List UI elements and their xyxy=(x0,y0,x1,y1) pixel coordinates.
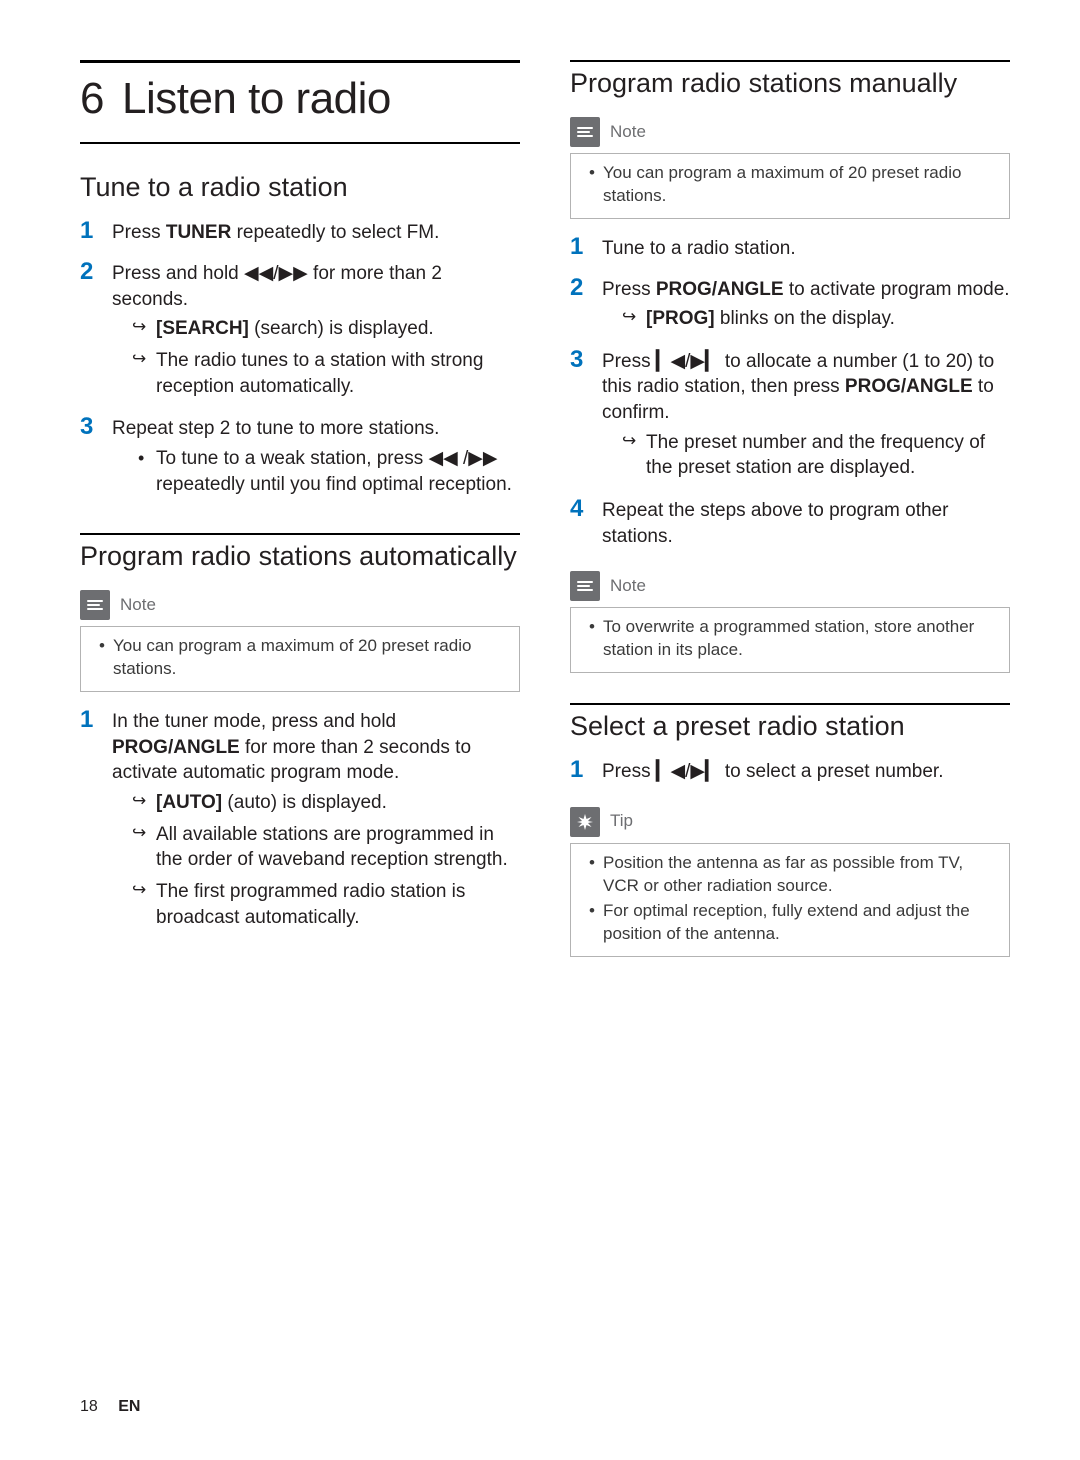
chapter-rule-top xyxy=(80,60,520,63)
step-number: 1 xyxy=(570,756,602,789)
prev-next-icon: ▎◀/▶▎ xyxy=(656,761,720,782)
prev-next-icon: ▎◀/▶▎ xyxy=(656,351,720,372)
bullet-item: To tune to a weak station, press ◀◀ /▶▶ … xyxy=(132,446,520,497)
result-item: [SEARCH] (search) is displayed. xyxy=(132,316,520,342)
result-item: [AUTO] (auto) is displayed. xyxy=(132,790,520,816)
step-number: 3 xyxy=(570,346,602,487)
right-column: Program radio stations manually Note You… xyxy=(570,60,1010,971)
step-number: 2 xyxy=(80,258,112,405)
result-item: The first programmed radio station is br… xyxy=(132,879,520,930)
note-item: You can program a maximum of 20 preset r… xyxy=(589,162,997,208)
step-number: 1 xyxy=(570,233,602,266)
auto-steps: 1 In the tuner mode, press and hold PROG… xyxy=(80,706,520,936)
rew-icon: ◀◀ xyxy=(429,448,458,469)
note-label: Note xyxy=(610,121,646,144)
step-number: 2 xyxy=(570,274,602,338)
chapter-rule-bottom xyxy=(80,142,520,144)
step-body: Press and hold ◀◀/▶▶ for more than 2 sec… xyxy=(112,258,520,405)
note-item: You can program a maximum of 20 preset r… xyxy=(99,635,507,681)
tip-icon xyxy=(570,807,600,837)
step-number: 4 xyxy=(570,495,602,553)
step-number: 3 xyxy=(80,413,112,503)
note-box: To overwrite a programmed station, store… xyxy=(570,607,1010,673)
step-body: In the tuner mode, press and hold PROG/A… xyxy=(112,706,520,936)
manual-steps: 1 Tune to a radio station. 2 Press PROG/… xyxy=(570,233,1010,553)
note-icon xyxy=(80,590,110,620)
manual-page: 6 Listen to radio Tune to a radio station… xyxy=(0,0,1080,1011)
section-select-heading: Select a preset radio station xyxy=(570,711,1010,742)
section-rule xyxy=(570,703,1010,705)
ffwd-icon: ▶▶ xyxy=(468,448,497,469)
note-callout: Note You can program a maximum of 20 pre… xyxy=(570,117,1010,219)
step-number: 1 xyxy=(80,217,112,250)
left-column: 6 Listen to radio Tune to a radio station… xyxy=(80,60,520,971)
section-rule xyxy=(80,533,520,535)
note-callout: Note To overwrite a programmed station, … xyxy=(570,571,1010,673)
result-item: All available stations are programmed in… xyxy=(132,822,520,873)
tip-item: For optimal reception, fully extend and … xyxy=(589,900,997,946)
tip-callout: Tip Position the antenna as far as possi… xyxy=(570,807,1010,957)
section-auto-heading: Program radio stations automatically xyxy=(80,541,520,572)
select-steps: 1 Press ▎◀/▶▎ to select a preset number. xyxy=(570,756,1010,789)
page-footer: 18 EN xyxy=(80,1396,140,1418)
page-language: EN xyxy=(118,1398,140,1415)
chapter-number: 6 xyxy=(80,74,104,123)
note-box: You can program a maximum of 20 preset r… xyxy=(80,626,520,692)
result-item: The radio tunes to a station with strong… xyxy=(132,348,520,399)
note-label: Note xyxy=(610,575,646,598)
result-item: The preset number and the frequency of t… xyxy=(622,430,1010,481)
note-icon xyxy=(570,117,600,147)
two-column-layout: 6 Listen to radio Tune to a radio station… xyxy=(80,60,1010,971)
note-callout: Note You can program a maximum of 20 pre… xyxy=(80,590,520,692)
section-manual-heading: Program radio stations manually xyxy=(570,68,1010,99)
section-tune-heading: Tune to a radio station xyxy=(80,172,520,203)
rew-ffwd-icon: ◀◀/▶▶ xyxy=(244,263,308,284)
result-item: [PROG] blinks on the display. xyxy=(622,306,1010,332)
tune-steps: 1 Press TUNER repeatedly to select FM. 2… xyxy=(80,217,520,503)
tip-label: Tip xyxy=(610,810,633,833)
chapter-title: 6 Listen to radio xyxy=(80,69,520,128)
note-label: Note xyxy=(120,594,156,617)
chapter-title-text: Listen to radio xyxy=(122,74,391,123)
note-item: To overwrite a programmed station, store… xyxy=(589,616,997,662)
tip-item: Position the antenna as far as possible … xyxy=(589,852,997,898)
page-number: 18 xyxy=(80,1398,98,1415)
note-icon xyxy=(570,571,600,601)
step-body: Repeat step 2 to tune to more stations. … xyxy=(112,413,520,503)
tip-box: Position the antenna as far as possible … xyxy=(570,843,1010,957)
note-box: You can program a maximum of 20 preset r… xyxy=(570,153,1010,219)
section-rule xyxy=(570,60,1010,62)
step-body: Press TUNER repeatedly to select FM. xyxy=(112,217,520,250)
step-number: 1 xyxy=(80,706,112,936)
